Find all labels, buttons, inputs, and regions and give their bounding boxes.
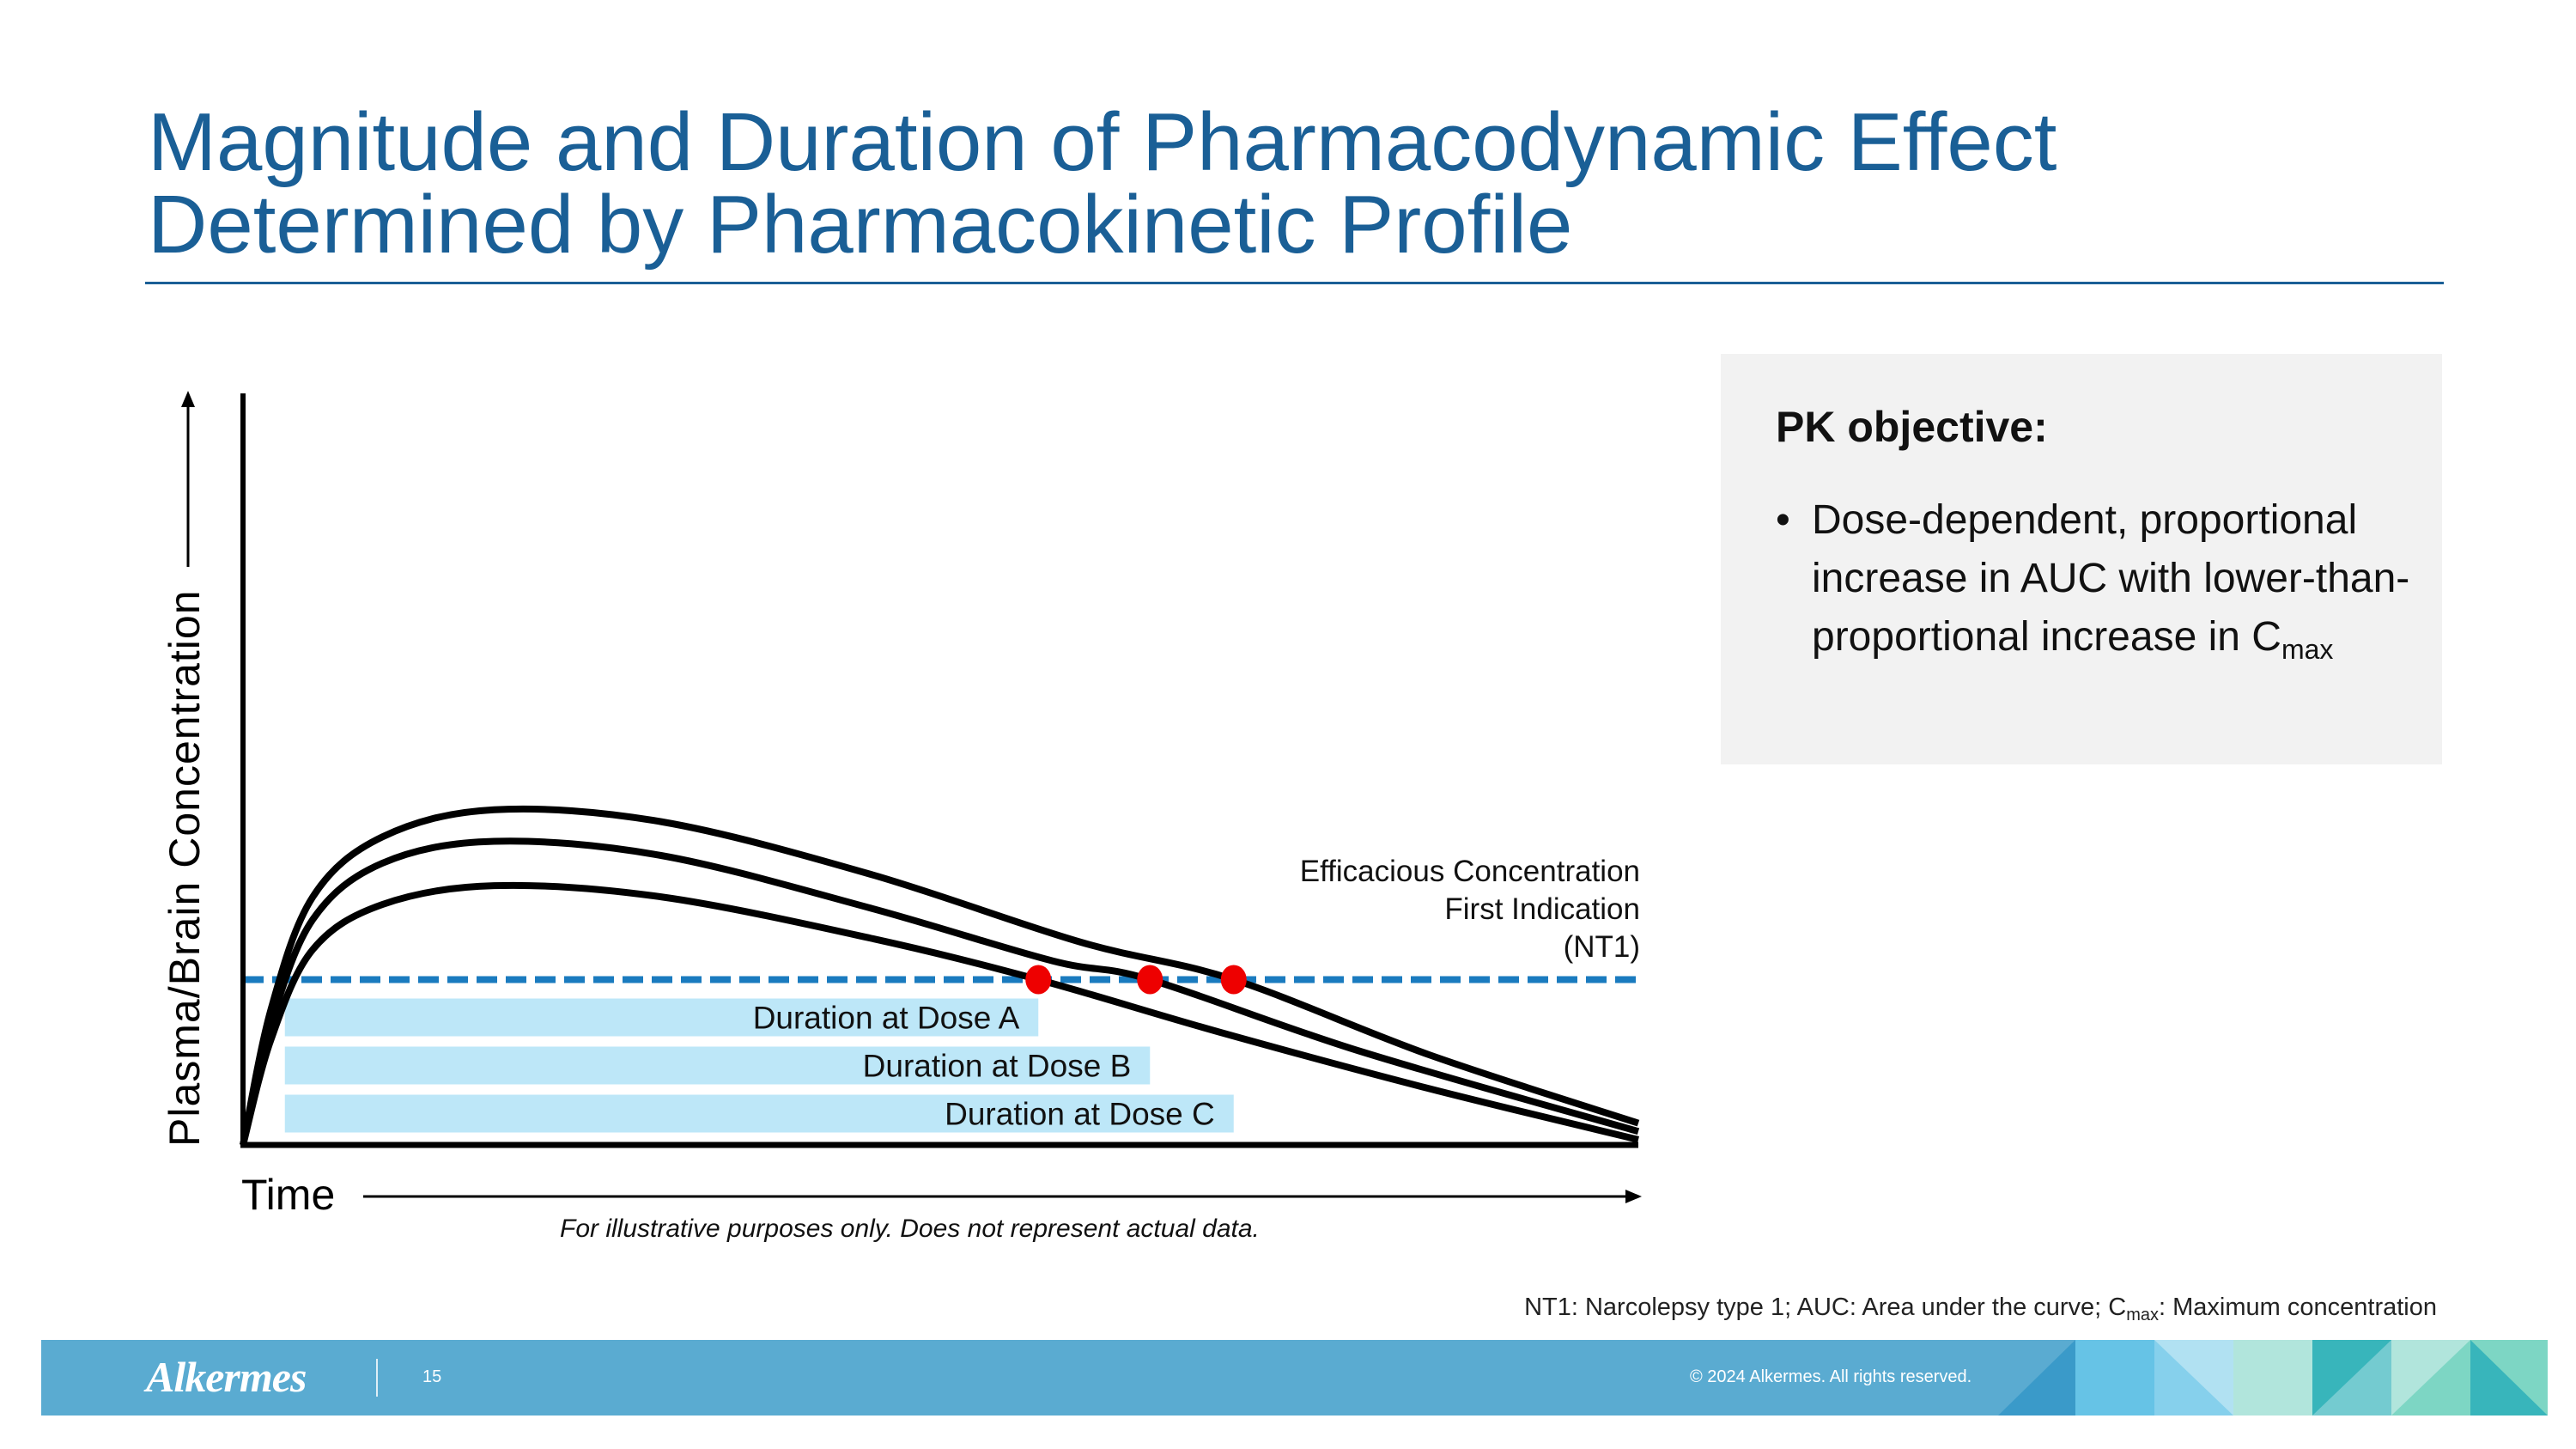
crossing-point [1137,965,1163,995]
footnote: NT1: Narcolepsy type 1; AUC: Area under … [1524,1294,2437,1325]
footer-bar: Alkermes 15 © 2024 Alkermes. All rights … [41,1340,2548,1416]
x-arrow-head-icon [1625,1190,1642,1203]
x-axis-label: Time [241,1171,335,1219]
duration-bar [284,1094,1234,1133]
title-divider [145,282,2444,284]
pk-objective-heading: PK objective: [1776,403,2048,451]
pk-text-sub: max [2281,634,2334,665]
illustrative-note: For illustrative purposes only. Does not… [560,1215,1260,1243]
duration-bar [284,1046,1151,1085]
y-arrow-head-icon [181,391,195,407]
pk-curve-1 [240,881,1639,1147]
title-line-2: Determined by Pharmacokinetic Profile [148,179,1573,271]
crossing-point [1220,965,1247,995]
decorative-stripes [1998,1340,2548,1416]
alkermes-logo: Alkermes [146,1353,307,1401]
page-title: Magnitude and Duration of Pharmacodynami… [148,101,2423,266]
copyright: © 2024 Alkermes. All rights reserved. [1690,1367,1972,1386]
bullet-icon: • [1776,497,1790,543]
footnote-sub: max [2126,1306,2160,1324]
pk-curve-3 [240,805,1640,1146]
pk-objective-text: Dose-dependent, proportional increase in… [1812,491,2413,679]
duration-bar-label: Duration at Dose C [945,1097,1215,1132]
title-line-1: Magnitude and Duration of Pharmacodynami… [148,96,2057,188]
threshold-label-line: (NT1) [1564,930,1640,964]
threshold-label-line: Efficacious Concentration [1300,855,1640,888]
pk-objective-box: PK objective: • Dose-dependent, proporti… [1721,354,2442,764]
footer-divider [376,1359,378,1397]
duration-bar [284,998,1039,1037]
duration-bar-label: Duration at Dose A [753,1001,1020,1036]
page-number: 15 [422,1367,442,1386]
duration-bar-label: Duration at Dose B [863,1049,1132,1084]
crossing-point [1025,965,1052,995]
pk-curve-2 [240,837,1640,1146]
threshold-label-line: First Indication [1444,892,1640,926]
footnote-part-2: : Maximum concentration [2159,1294,2437,1321]
pk-text-main: Dose-dependent, proportional increase in… [1812,497,2410,660]
y-axis-label: Plasma/Brain Concentration [161,589,209,1147]
footnote-part-1: NT1: Narcolepsy type 1; AUC: Area under … [1524,1294,2127,1321]
